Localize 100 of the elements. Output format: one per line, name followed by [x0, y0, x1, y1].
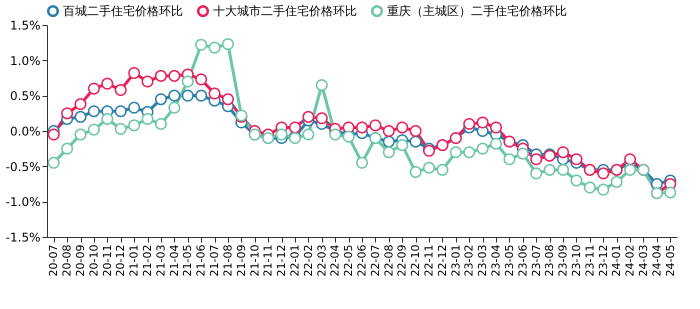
point — [195, 73, 208, 86]
point — [114, 105, 127, 118]
point — [208, 88, 221, 100]
x-tick-label: 24-01 — [610, 244, 624, 276]
x-tick-label: 24-03 — [636, 244, 650, 276]
x-tick-label: 23-04 — [490, 244, 503, 276]
x-tick-label: 23-07 — [530, 244, 543, 276]
point — [610, 176, 623, 188]
point — [128, 67, 140, 80]
y-tick-label: 1.5% — [10, 18, 40, 32]
point — [154, 70, 167, 82]
point — [597, 184, 610, 196]
point — [436, 164, 448, 176]
point — [490, 138, 502, 150]
point — [222, 93, 234, 106]
x-tick-label: 23-12 — [596, 244, 610, 276]
x-tick-label: 23-09 — [556, 244, 570, 276]
point — [302, 110, 314, 123]
point — [302, 128, 314, 141]
point — [544, 164, 556, 176]
y-tick-label: 0.5% — [10, 89, 40, 104]
x-tick-label: 23-10 — [570, 244, 583, 276]
point — [182, 76, 194, 88]
point — [168, 70, 180, 82]
point — [142, 76, 154, 88]
x-tick-label: 22-08 — [382, 244, 396, 276]
x-tick-label: 23-11 — [583, 244, 596, 276]
point — [316, 79, 328, 92]
y-tick-label: 1.0% — [10, 54, 40, 68]
x-tick-label: 23-02 — [462, 244, 476, 276]
point — [74, 98, 87, 110]
x-tick-label: 21-12 — [275, 244, 288, 276]
point — [410, 125, 422, 137]
x-tick-label: 21-07 — [208, 244, 222, 276]
point — [48, 128, 60, 141]
point — [88, 124, 100, 136]
x-tick-label: 23-08 — [543, 244, 556, 276]
x-tick-label: 24-04 — [650, 244, 664, 276]
point — [356, 156, 368, 169]
point — [114, 122, 127, 135]
point — [570, 153, 582, 166]
point — [557, 164, 570, 176]
point — [101, 113, 114, 125]
point — [222, 38, 234, 50]
x-tick-label: 24-05 — [664, 244, 677, 276]
point — [168, 90, 180, 102]
point — [182, 90, 194, 102]
x-tick-label: 21-11 — [262, 244, 275, 276]
x-tick-label: 22-06 — [356, 244, 368, 276]
x-tick-label: 21-10 — [248, 244, 262, 276]
x-tick-label: 22-02 — [302, 244, 315, 276]
point — [624, 153, 636, 166]
y-tick-label: -1.5% — [6, 230, 40, 244]
point — [476, 142, 489, 155]
point — [530, 153, 542, 166]
point — [624, 164, 636, 176]
point — [128, 119, 140, 132]
y-tick-label: -1.0% — [6, 195, 40, 210]
point — [101, 78, 114, 90]
point — [208, 42, 221, 54]
point — [154, 93, 167, 106]
point — [195, 38, 208, 51]
x-tick-label: 23-01 — [449, 244, 462, 276]
point — [423, 162, 436, 174]
point — [114, 84, 127, 96]
point — [74, 128, 87, 141]
point — [557, 146, 570, 158]
point — [490, 121, 502, 134]
point — [570, 174, 582, 186]
x-tick-label: 23-03 — [476, 244, 490, 276]
point — [61, 107, 74, 120]
x-tick-label: 21-09 — [234, 244, 248, 276]
x-tick-label: 20-09 — [74, 244, 88, 276]
x-tick-label: 21-08 — [221, 244, 234, 276]
point — [396, 139, 408, 152]
legend-label: 十大城市二手住宅价格环比 — [213, 4, 357, 18]
x-tick-label: 20-10 — [87, 244, 100, 276]
point — [276, 128, 288, 141]
point — [410, 136, 422, 148]
x-tick-label: 22-12 — [436, 244, 449, 276]
y-tick-label: -0.5% — [6, 160, 40, 174]
y-tick-label: 0.0% — [10, 124, 40, 138]
point — [450, 146, 462, 158]
point — [88, 105, 100, 118]
x-tick-label: 21-06 — [194, 244, 208, 276]
point — [369, 119, 382, 132]
x-tick-label: 22-05 — [342, 244, 356, 276]
x-tick-label: 21-05 — [181, 244, 194, 276]
x-tick-label: 21-03 — [154, 244, 168, 276]
point — [463, 118, 476, 130]
x-tick-label: 24-02 — [624, 244, 637, 276]
point — [316, 112, 328, 124]
point — [530, 167, 542, 180]
point — [356, 121, 368, 134]
legend-label: 重庆（主城区）二手住宅价格环比 — [387, 4, 567, 18]
point — [88, 82, 100, 95]
x-tick-label: 22-09 — [396, 244, 409, 276]
point — [142, 113, 154, 125]
x-tick-label: 22-10 — [409, 244, 422, 276]
point — [74, 110, 87, 123]
